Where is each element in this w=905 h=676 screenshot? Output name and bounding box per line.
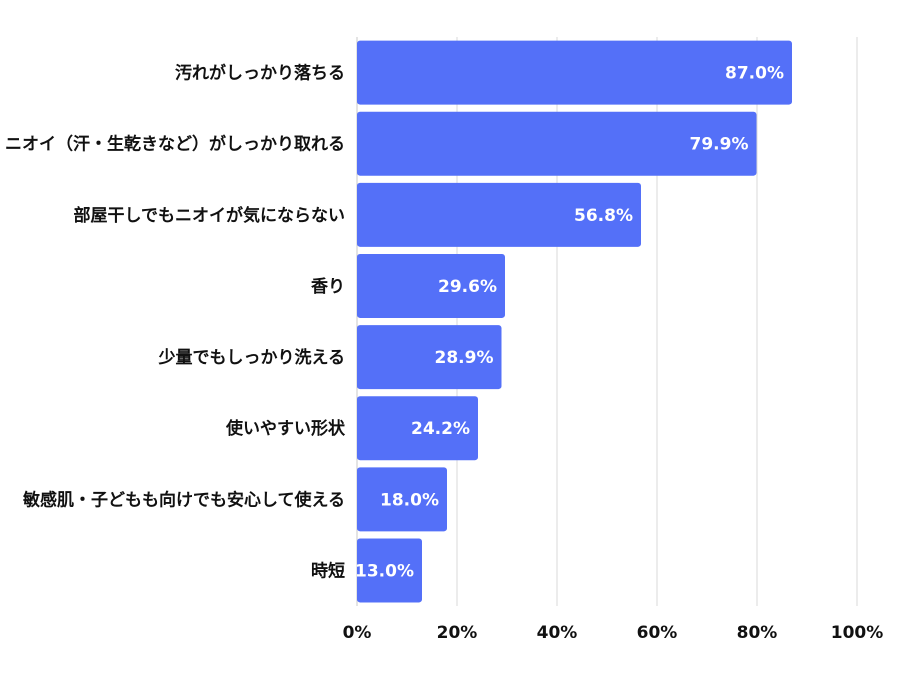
- category-label: 部屋干しでもニオイが気にならない: [74, 205, 346, 226]
- data-label: 56.8%: [574, 206, 633, 226]
- category-labels: 汚れがしっかり落ちるニオイ（汗・生乾きなど）がしっかり取れる部屋干しでもニオイが…: [5, 63, 346, 582]
- data-label: 79.9%: [690, 135, 749, 155]
- bar: [357, 396, 478, 461]
- bar: [357, 111, 757, 176]
- bar: [357, 467, 447, 532]
- x-tick-label: 40%: [537, 623, 578, 643]
- category-label: 少量でもしっかり洗える: [158, 347, 346, 368]
- category-label: 敏感肌・子どもも向けでも安心して使える: [22, 489, 345, 510]
- category-label: 時短: [311, 560, 345, 581]
- x-tick-label: 20%: [437, 623, 478, 643]
- bar: [357, 253, 505, 318]
- x-tick-label: 0%: [343, 623, 372, 643]
- category-label: 使いやすい形状: [225, 418, 346, 439]
- bar: [357, 40, 792, 105]
- data-label: 24.2%: [411, 419, 470, 439]
- bar: [357, 182, 641, 247]
- bar: [357, 325, 502, 390]
- category-label: 香り: [311, 277, 345, 297]
- data-label: 13.0%: [355, 561, 414, 581]
- category-label: ニオイ（汗・生乾きなど）がしっかり取れる: [5, 134, 345, 155]
- x-tick-label: 60%: [637, 623, 678, 643]
- bars: [357, 40, 792, 603]
- data-label: 18.0%: [380, 490, 439, 510]
- x-tick-label: 100%: [831, 623, 884, 643]
- data-labels: 87.0% 79.9% 56.8% 29.6% 28.9% 24.2% 18.0% 13.0%: [355, 64, 784, 582]
- x-tick-labels: 0% 20% 40% 60% 80% 100%: [343, 623, 884, 643]
- bar: [357, 538, 422, 603]
- data-label: 29.6%: [438, 277, 497, 297]
- data-label: 87.0%: [725, 64, 784, 84]
- data-label: 28.9%: [435, 348, 494, 368]
- x-tick-label: 80%: [737, 623, 778, 643]
- category-label: 汚れがしっかり落ちる: [175, 63, 345, 84]
